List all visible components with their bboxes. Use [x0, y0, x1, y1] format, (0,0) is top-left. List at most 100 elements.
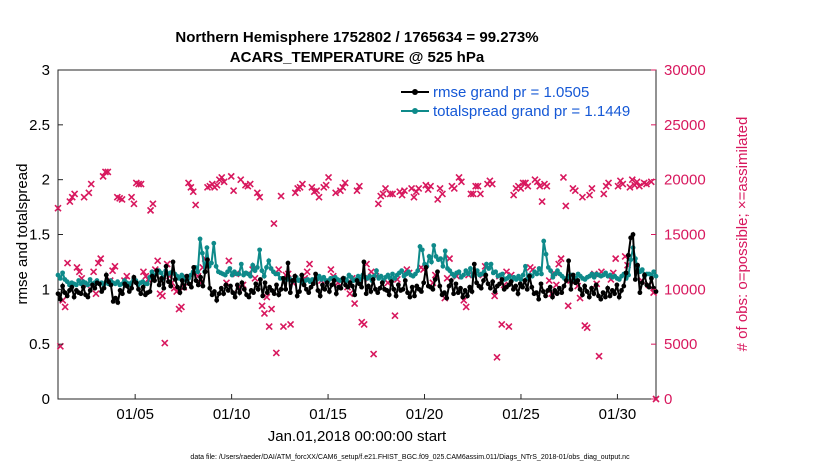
totalspread-point [158, 270, 164, 276]
obs-marker [109, 267, 117, 275]
totalspread-point [520, 272, 526, 278]
rmse-point [299, 272, 305, 278]
obs-marker [339, 183, 347, 191]
rmse-point [538, 281, 544, 287]
rmse-point [255, 286, 261, 292]
rmse-point [103, 272, 109, 278]
rmse-point [251, 290, 256, 296]
obs-marker [491, 292, 499, 300]
y2-tick-label: 30000 [664, 62, 706, 79]
rmse-point [184, 273, 190, 279]
rmse-point [649, 275, 654, 281]
rmse-point [333, 291, 339, 297]
rmse-point [193, 278, 199, 283]
legend-spread-marker [412, 108, 418, 114]
rmse-point [338, 285, 344, 291]
rmse-point [614, 282, 620, 288]
y-tick-label: 2 [42, 172, 50, 189]
obs-marker [517, 184, 525, 193]
rmse-point [393, 293, 399, 299]
totalspread-point [60, 270, 65, 276]
rmse-point [232, 294, 238, 300]
rmse-point [235, 282, 240, 288]
obs-marker [389, 190, 397, 198]
rmse-point [492, 289, 498, 294]
rmse-point [559, 290, 565, 296]
obs-marker [225, 257, 233, 265]
rmse-point [584, 289, 590, 294]
totalspread-point [438, 256, 444, 262]
rmse-point [448, 278, 454, 283]
rmse-point [543, 293, 548, 299]
rmse-point [315, 288, 321, 293]
obs-marker [467, 190, 475, 198]
totalspread-point [456, 269, 462, 275]
obs-marker [476, 190, 484, 198]
obs-marker [642, 180, 651, 188]
rmse-point [182, 285, 187, 291]
rmse-point [471, 261, 477, 267]
rmse-point [430, 286, 436, 292]
rmse-point [515, 291, 521, 297]
rmse-point [653, 289, 659, 294]
obs-marker [54, 204, 62, 212]
obs-marker [457, 178, 465, 186]
rmse-point [290, 278, 295, 283]
obs-marker [90, 268, 98, 276]
rmse-point [377, 285, 383, 291]
rmse-point [228, 283, 233, 289]
y-tick-label: 0 [42, 391, 50, 408]
rmse-point [161, 285, 167, 291]
totalspread-point [264, 265, 269, 270]
obs-marker [246, 180, 254, 188]
obs-marker [614, 182, 622, 190]
obs-marker [237, 176, 245, 184]
obs-marker [571, 187, 579, 195]
obs-marker [612, 255, 620, 263]
rmse-point [607, 293, 613, 299]
rmse-point [260, 293, 266, 299]
rmse-series [55, 231, 659, 306]
rmse-point [370, 277, 376, 282]
rmse-point [405, 290, 410, 296]
obs-marker [438, 190, 446, 198]
rmse-point [239, 280, 245, 286]
rmse-point [172, 277, 178, 282]
totalspread-point [73, 282, 79, 288]
y-tick-label: 2.5 [29, 117, 50, 134]
rmse-point [467, 284, 473, 290]
obs-marker [628, 176, 636, 184]
obs-marker [218, 173, 226, 182]
rmse-point [221, 291, 227, 297]
totalspread-point [653, 273, 659, 279]
obs-marker [324, 173, 333, 182]
rmse-point [580, 292, 585, 298]
obs-marker [633, 178, 641, 186]
obs-marker [595, 352, 603, 360]
obs-marker [189, 188, 197, 196]
rmse-point [271, 291, 277, 297]
legend-spread-text: totalspread grand pr = 1.1449 [433, 103, 630, 120]
rmse-point [138, 291, 144, 297]
totalspread-point [250, 262, 256, 268]
obs-marker [66, 198, 74, 206]
obs-marker [600, 190, 608, 198]
obs-marker [253, 189, 261, 197]
rmse-point [80, 284, 86, 290]
totalspread-point [419, 247, 425, 253]
rmse-point [642, 272, 647, 278]
obs-marker [94, 259, 102, 267]
totalspread-point [275, 271, 281, 277]
obs-marker [360, 320, 368, 328]
obs-marker [298, 180, 306, 188]
obs-marker [510, 191, 518, 199]
totalspread-point [259, 268, 265, 274]
rmse-point [527, 273, 532, 279]
rmse-point [520, 284, 525, 290]
rmse-point [363, 291, 369, 297]
obs-marker [230, 187, 238, 195]
obs-marker [137, 180, 145, 188]
totalspread-point [378, 273, 384, 279]
rmse-point [384, 288, 390, 293]
rmse-point [646, 284, 652, 290]
